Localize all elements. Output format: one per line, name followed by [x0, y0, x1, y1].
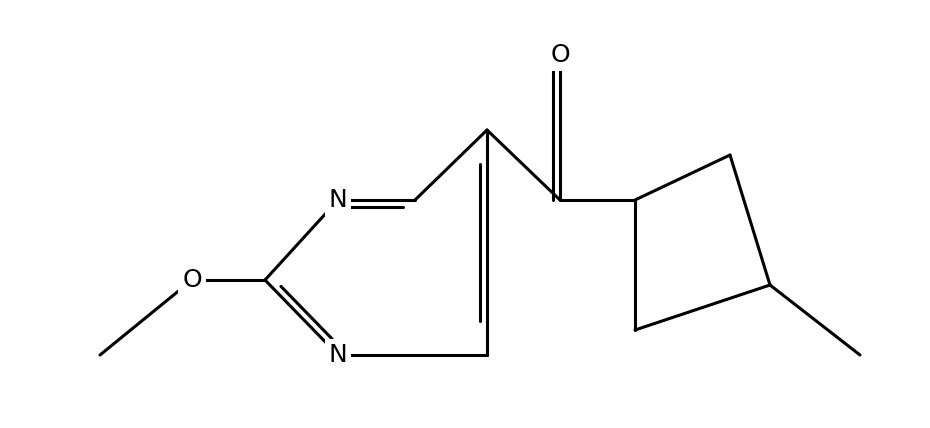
Text: N: N — [328, 188, 348, 212]
Text: O: O — [182, 268, 202, 292]
Text: O: O — [551, 43, 570, 67]
Text: N: N — [328, 343, 348, 367]
